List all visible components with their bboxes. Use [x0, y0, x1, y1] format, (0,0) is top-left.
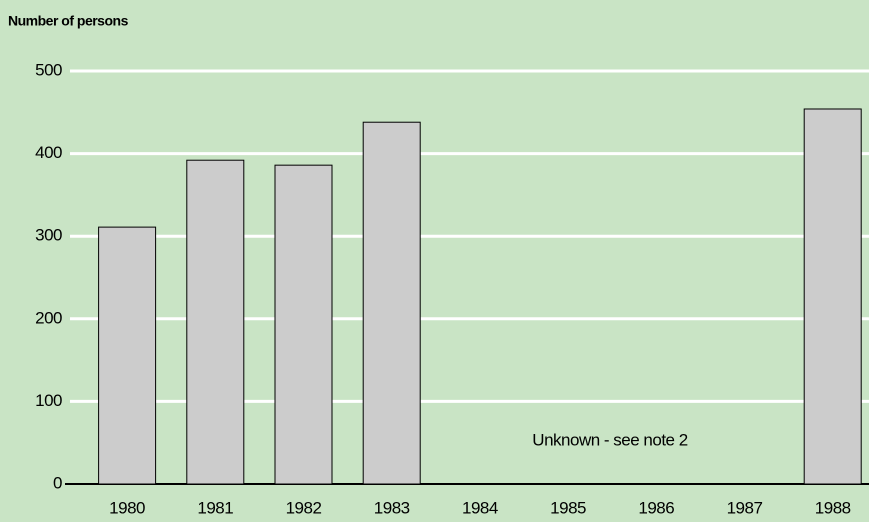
y-axis-label: Number of persons [8, 13, 129, 29]
bar [274, 164, 333, 485]
bar [98, 226, 157, 485]
annotation: Unknown - see note 2 [532, 430, 687, 449]
bar [186, 159, 245, 485]
x-tick-label: 1982 [286, 498, 322, 517]
x-tick-label: 1981 [197, 498, 233, 517]
y-tick-label: 400 [35, 143, 62, 162]
y-tick-label: 100 [35, 391, 62, 410]
y-tick-label: 500 [35, 60, 62, 79]
x-tick-label: 1983 [374, 498, 410, 517]
x-tick-label: 1984 [462, 498, 498, 517]
bar [362, 121, 421, 485]
y-tick-label: 200 [35, 308, 62, 327]
x-tick-label: 1986 [638, 498, 674, 517]
x-tick-label: 1987 [727, 498, 763, 517]
x-tick-label: 1980 [109, 498, 145, 517]
x-tick-label: 1988 [815, 498, 851, 517]
x-tick-label: 1985 [550, 498, 586, 517]
y-tick-label: 300 [35, 226, 62, 245]
bar [803, 108, 862, 485]
y-tick-label: 0 [53, 473, 62, 492]
